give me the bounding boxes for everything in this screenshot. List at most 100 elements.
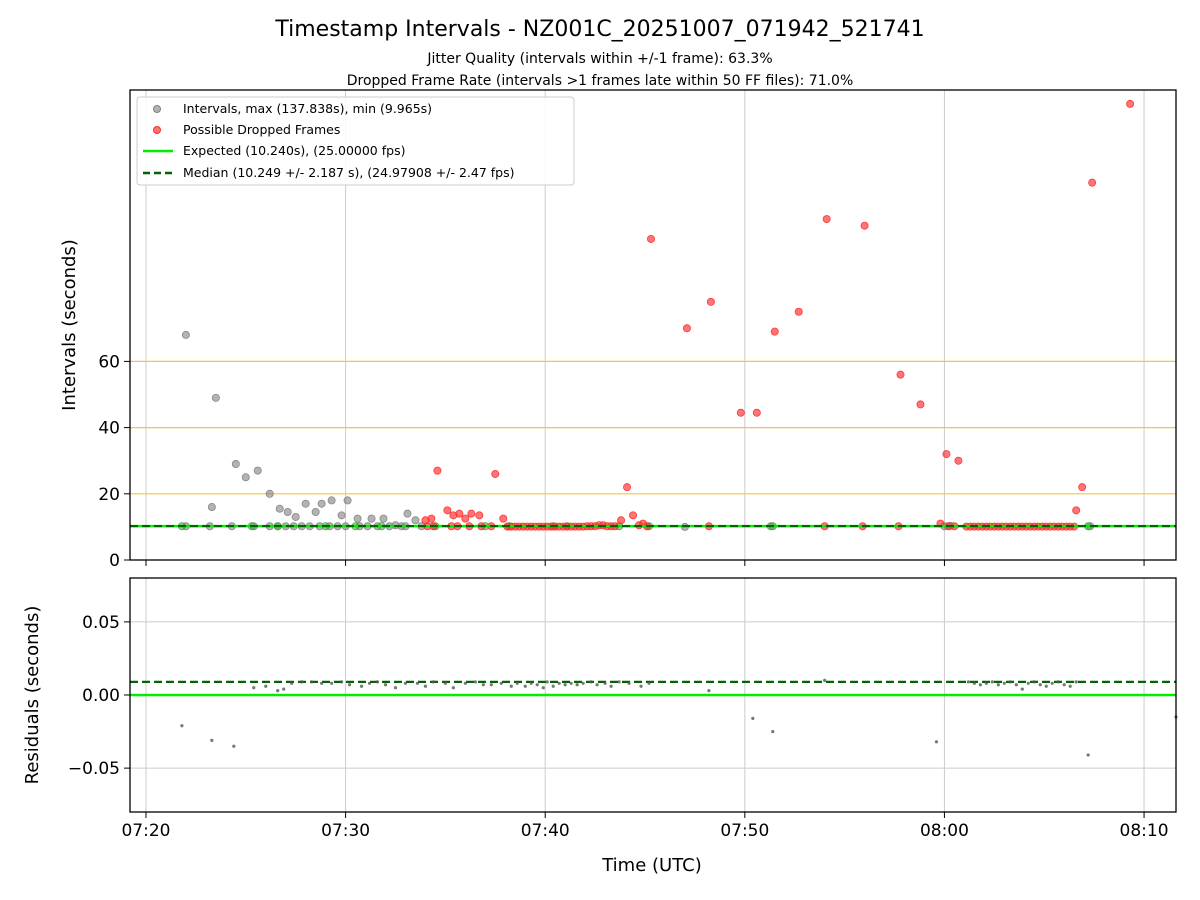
residual-point [627,681,631,685]
top-ytick-label: 40 [98,419,120,439]
legend-dropped: Possible Dropped Frames [183,122,340,137]
residual-point [515,681,519,685]
interval-point [353,514,362,523]
legend-median: Median (10.249 +/- 2.187 s), (24.97908 +… [183,165,514,180]
residual-point [232,744,236,748]
dropped-frame-point [736,408,745,417]
residual-point [823,678,827,682]
interval-point [241,473,250,482]
subtitle-jitter: Jitter Quality (intervals within +/-1 fr… [426,51,772,67]
legend-marker-intervals [153,105,161,113]
residual-point [603,681,607,685]
interval-point [275,504,284,513]
residual-point [1086,753,1090,757]
dropped-frame-point [1072,506,1081,515]
residual-point [375,680,380,684]
residual-point [1074,680,1078,684]
interval-point [181,330,190,339]
dropped-frame-point [629,511,638,520]
bottom-ytick-label: 0.00 [82,686,120,706]
residual-point [551,684,555,688]
residual-point [481,683,485,687]
residual-point [310,680,314,684]
interval-point [265,489,274,498]
residual-point [180,724,184,728]
x-tick-label: 07:20 [121,821,170,841]
residual-point [990,680,994,684]
residual-point [415,681,420,685]
top-ytick-label: 20 [98,485,120,505]
interval-point [317,499,326,508]
residual-point [1068,684,1072,688]
residual-point [1050,681,1054,685]
residual-point [1020,687,1024,691]
residual-point [339,680,344,684]
residual-point [499,681,503,685]
residual-point [489,683,493,687]
residual-point [431,680,436,684]
bottom-ytick-label: 0.05 [82,613,120,633]
interval-point [291,512,300,521]
residual-point [1062,683,1066,687]
x-tick-label: 07:40 [521,821,570,841]
residual-point [581,681,585,685]
residual-point [451,686,455,690]
residual-point [347,683,352,687]
residual-point [473,680,477,684]
dropped-frame-point [706,297,715,306]
interval-point [403,509,412,518]
interval-point [207,503,216,512]
residual-point [1044,684,1048,688]
residual-point [978,683,982,687]
residual-point [290,681,294,685]
bottom-residual-points [180,678,1178,757]
dropped-frame-point [954,456,963,465]
dropped-frame-point [455,509,464,518]
residual-point [707,689,711,693]
x-tick-label: 07:30 [321,821,370,841]
top-ylabel: Intervals (seconds) [59,239,80,411]
residual-point [771,729,775,734]
interval-point [311,508,320,517]
legend-box [136,96,575,186]
bottom-reference-lines [130,680,1176,697]
residual-point [751,716,755,721]
legend-intervals: Intervals, max (137.838s), min (9.965s) [183,101,432,116]
bottom-ticks: −0.05 0.00 0.05 [68,613,130,779]
dropped-frame-point [467,509,476,518]
residual-point [595,683,599,687]
residual-point [509,684,513,688]
interval-point [301,499,310,508]
x-tick-label: 08:10 [1120,821,1169,841]
dropped-frame-point [682,324,691,333]
interval-point [253,466,262,475]
residual-point [529,681,533,685]
residual-point [1014,683,1018,687]
residual-point [557,681,561,685]
dropped-frame-point [1088,178,1097,187]
dropped-frame-point [475,511,484,520]
residual-point [1038,683,1042,687]
legend-marker-dropped [153,126,161,134]
interval-point [367,514,376,523]
dropped-frame-point [427,514,436,523]
top-threshold-lines [130,360,1176,495]
bottom-ytick-label: −0.05 [68,759,120,779]
subtitle-dropped: Dropped Frame Rate (intervals >1 frames … [347,73,854,89]
residual-point [1032,680,1036,684]
residual-point [575,683,579,687]
dropped-frame-point [491,469,500,478]
residual-point [463,681,467,685]
dropped-frame-point [752,408,761,417]
residual-point [403,681,408,685]
dropped-frame-point [623,483,632,492]
dropped-frame-point [770,327,779,336]
residual-point [264,684,268,688]
residual-point [589,680,593,684]
residual-point [1008,680,1012,684]
residual-point [210,738,214,742]
residual-point [617,680,621,684]
interval-point [283,508,292,517]
dropped-frame-point [1078,483,1087,492]
